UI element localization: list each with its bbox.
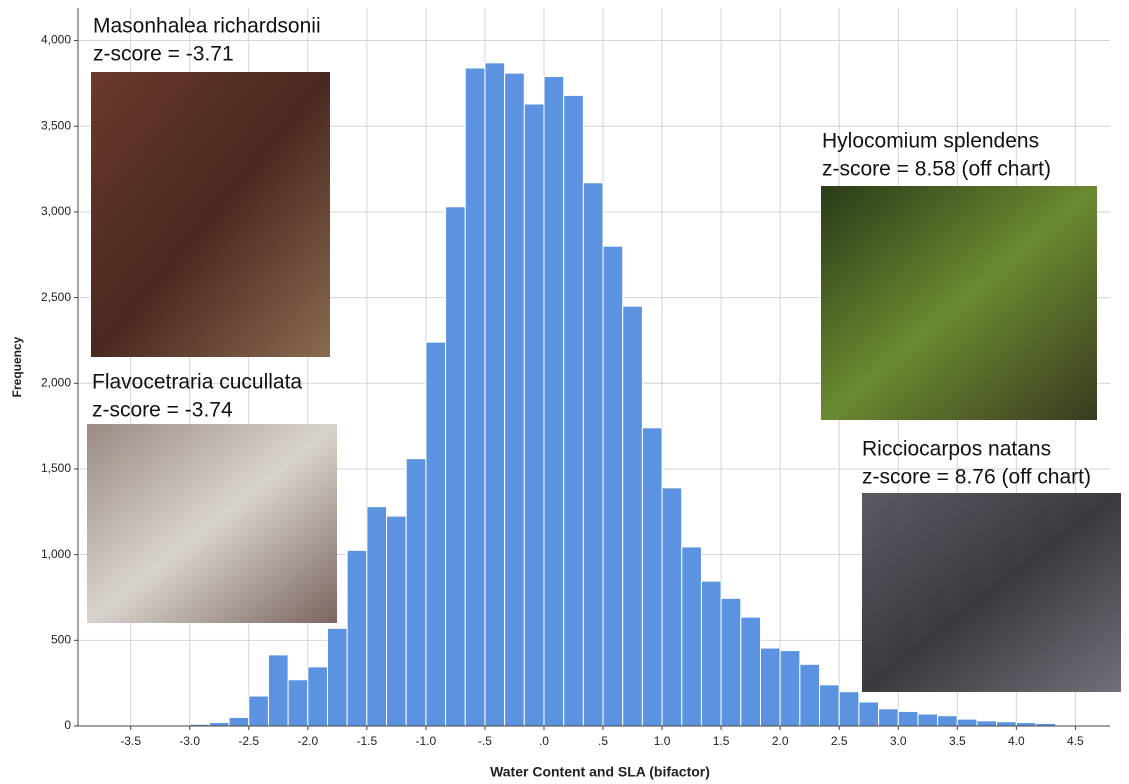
x-tick-label: -2.0	[297, 734, 318, 748]
bar	[387, 516, 407, 726]
bar	[642, 428, 662, 726]
bar	[347, 550, 367, 726]
annotation-note: z-score = 8.58 (off chart)	[822, 158, 1051, 181]
bar	[957, 719, 977, 726]
y-tick-label: 4,000	[41, 33, 71, 47]
y-tick-label: 0	[64, 718, 71, 732]
annotation-note: z-score = -3.74	[92, 399, 233, 422]
bar	[249, 696, 269, 726]
bar	[465, 68, 485, 726]
bar	[938, 716, 958, 726]
x-tick-label: .0	[539, 734, 549, 748]
photo	[821, 186, 1097, 420]
bar	[229, 717, 249, 726]
photo	[862, 493, 1121, 692]
x-tick-label: -3.5	[120, 734, 141, 748]
bar	[839, 692, 859, 726]
x-tick-label: 4.5	[1067, 734, 1084, 748]
bar	[485, 63, 505, 726]
bar	[544, 77, 564, 726]
bar	[623, 306, 643, 726]
bar	[977, 721, 997, 726]
bar	[505, 73, 525, 726]
y-tick-label: 3,000	[41, 204, 71, 218]
bar	[308, 667, 328, 726]
bar	[820, 685, 840, 726]
annotation-title: Ricciocarpos natans	[862, 438, 1051, 461]
bar	[327, 628, 347, 726]
y-tick-label: 2,500	[41, 290, 71, 304]
bar	[446, 207, 466, 726]
x-tick-label: -2.5	[238, 734, 259, 748]
y-tick-label: 1,000	[41, 547, 71, 561]
x-tick-label: 2.5	[831, 734, 848, 748]
x-tick-label: 1.5	[713, 734, 730, 748]
bar	[721, 598, 741, 726]
y-tick-label: 2,000	[41, 375, 71, 389]
photo	[87, 424, 337, 623]
y-tick-label: 3,500	[41, 118, 71, 132]
y-tick-label: 500	[51, 632, 71, 646]
x-tick-label: 1.0	[654, 734, 671, 748]
bar	[406, 459, 426, 726]
x-tick-label: -.5	[478, 734, 492, 748]
bar	[268, 655, 288, 726]
photo	[91, 72, 330, 357]
x-tick-label: 2.0	[772, 734, 789, 748]
bar	[583, 183, 603, 726]
x-tick-label: .5	[598, 734, 608, 748]
bar	[1016, 723, 1036, 726]
bar	[603, 246, 623, 726]
bar	[367, 507, 387, 726]
bar	[898, 711, 918, 726]
bar	[564, 95, 584, 726]
bar	[780, 651, 800, 726]
y-tick-label: 1,500	[41, 461, 71, 475]
x-tick-label: -1.5	[357, 734, 378, 748]
bar	[760, 648, 780, 726]
bar	[997, 722, 1017, 726]
chart: 0 500 1,000 1,500 2,000 2,500 3,000 3,500 4,000 -…	[0, 0, 1129, 784]
bar	[859, 702, 879, 726]
bar	[524, 104, 544, 726]
bar	[682, 547, 702, 726]
bar	[288, 680, 308, 726]
annotation-title: Flavocetraria cucullata	[92, 371, 302, 394]
annotation-title: Hylocomium splendens	[822, 130, 1039, 153]
bar	[918, 714, 938, 726]
bar	[662, 488, 682, 726]
x-tick-label: -1.0	[416, 734, 437, 748]
bar	[879, 709, 899, 726]
bar	[701, 581, 721, 726]
x-tick-label: 3.0	[890, 734, 907, 748]
x-tick-label: 3.5	[949, 734, 966, 748]
annotation-title: Masonhalea richardsonii	[93, 15, 321, 38]
x-tick-label: 4.0	[1008, 734, 1025, 748]
x-tick-label: -3.0	[179, 734, 200, 748]
bar	[209, 723, 229, 726]
bar	[426, 342, 446, 726]
annotation-note: z-score = 8.76 (off chart)	[862, 466, 1091, 489]
x-axis-label: Water Content and SLA (bifactor)	[490, 764, 710, 780]
bar	[741, 617, 761, 726]
annotation-note: z-score = -3.71	[93, 43, 234, 66]
bar	[800, 664, 820, 726]
y-axis-label: Frequency	[10, 336, 24, 397]
